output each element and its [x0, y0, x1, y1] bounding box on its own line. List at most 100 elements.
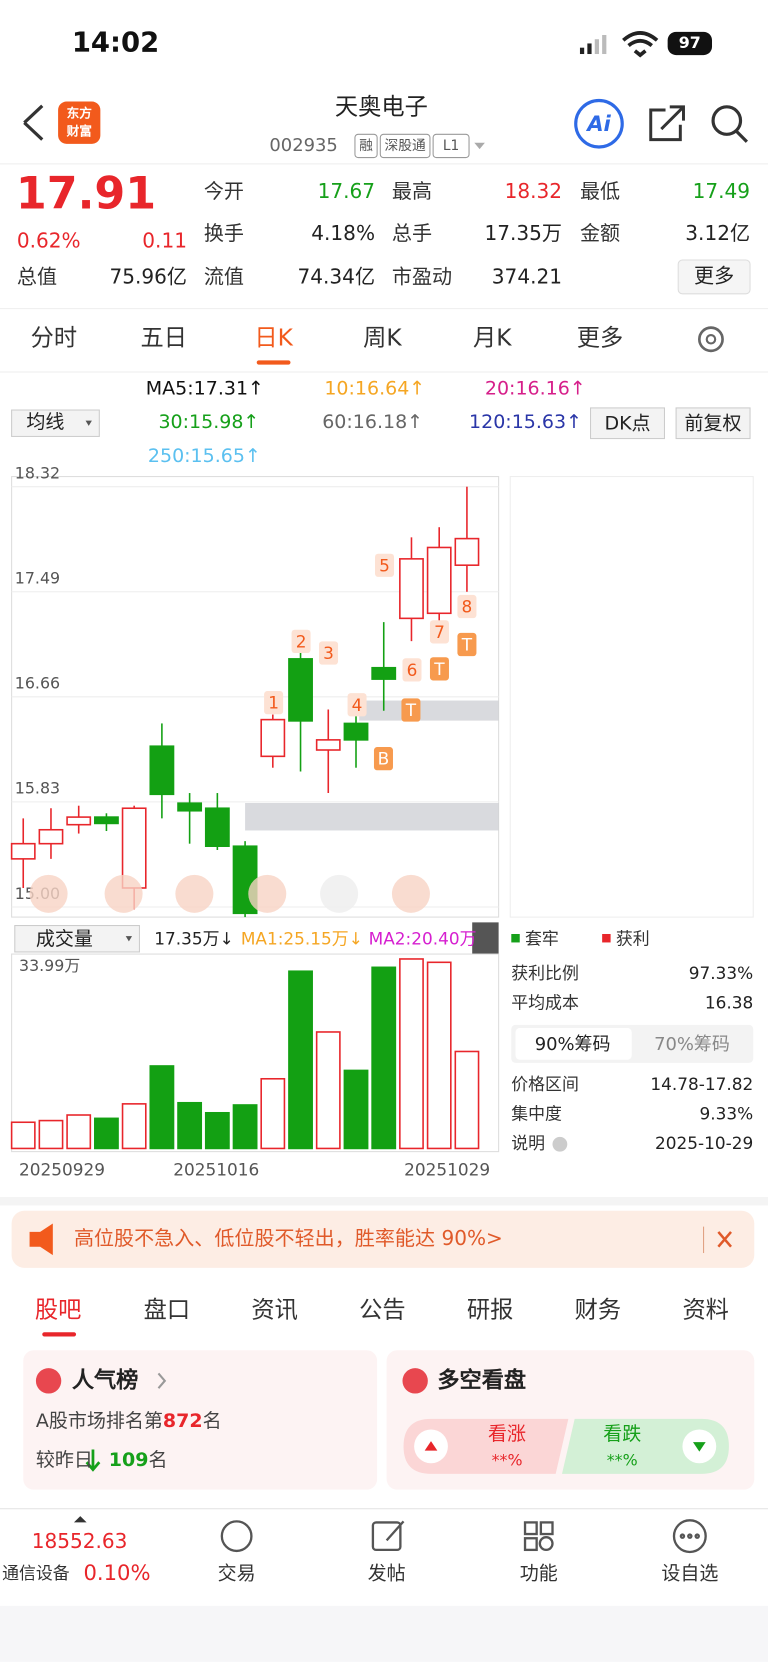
ai-button[interactable] [574, 98, 624, 149]
chip-tab[interactable]: 70%筹码 [654, 1034, 730, 1055]
volume-select[interactable] [14, 925, 140, 953]
signal-box [375, 553, 395, 577]
volume-ma1: MA1:25.15万↓ [241, 928, 363, 948]
signal-box [457, 594, 477, 619]
dk-label[interactable]: DK点 [604, 412, 650, 434]
signal-icon [579, 35, 607, 55]
signal-box [347, 693, 367, 717]
section-gap [0, 1197, 768, 1206]
period-tab[interactable]: 更多 [577, 325, 623, 352]
more-button[interactable] [677, 259, 751, 295]
volume-select-label[interactable]: 成交量 [36, 928, 93, 950]
signal-box [264, 691, 284, 715]
chart-control[interactable] [29, 874, 68, 913]
tag: 深股通 [385, 138, 426, 154]
bear-button[interactable] [562, 1418, 729, 1474]
adjust-button[interactable] [675, 407, 751, 440]
volume-bar [177, 1101, 203, 1150]
bull-button[interactable] [403, 1418, 569, 1474]
bull-value: **% [492, 1451, 523, 1470]
period-tab[interactable]: 分时 [31, 325, 77, 352]
ma-legend: MA5:17.31↑ [146, 377, 264, 399]
label: 集中度 [511, 1104, 562, 1124]
volume-max: 33.99万 [19, 956, 80, 975]
banner[interactable] [11, 1210, 755, 1268]
field-label: 流值 [204, 264, 244, 288]
active-tab-indicator [256, 360, 291, 365]
period-tab[interactable]: 日K [254, 325, 293, 352]
volume-bar [315, 1031, 341, 1150]
section-tab[interactable]: 资讯 [251, 1297, 297, 1324]
signal-box [457, 632, 477, 657]
chart-control[interactable] [248, 874, 287, 913]
chip-tab-active[interactable] [515, 1028, 632, 1060]
adjust-label[interactable]: 前复权 [685, 412, 742, 434]
section-tab[interactable]: 财务 [575, 1297, 621, 1324]
candle-body [260, 718, 286, 758]
card-title: 多空看盘 [437, 1366, 526, 1393]
period-tab[interactable]: 五日 [141, 325, 187, 352]
card-title: 人气榜 [72, 1366, 139, 1393]
signal-box [402, 658, 422, 682]
section-tab[interactable]: 公告 [359, 1297, 405, 1324]
nav-label[interactable]: 功能 [520, 1563, 558, 1585]
share-button[interactable] [649, 105, 685, 142]
field-label: 总手 [392, 221, 432, 245]
nav-icons [220, 1519, 707, 1554]
chart-control[interactable] [391, 874, 430, 913]
section-tab[interactable]: 股吧 [35, 1297, 81, 1324]
ma-legend: 250:15.65↑ [148, 445, 261, 467]
ma-legend: 60:16.18↑ [322, 411, 423, 433]
section-tab[interactable]: 研报 [467, 1297, 513, 1324]
close-banner[interactable] [717, 1231, 732, 1248]
stock-code: 002935 [269, 135, 337, 156]
app-logo [58, 101, 101, 144]
more-label[interactable]: 更多 [694, 263, 734, 287]
chevron [157, 1372, 167, 1389]
signal-box [319, 641, 339, 665]
signal-box [291, 629, 311, 653]
volume-bar [149, 1065, 175, 1150]
megaphone-icon [29, 1223, 53, 1256]
popularity-card[interactable] [23, 1350, 378, 1490]
chart-control[interactable] [104, 874, 143, 913]
volume-bar [38, 1119, 64, 1150]
chart-control[interactable] [320, 874, 359, 913]
period-tab[interactable]: 月K [473, 325, 512, 352]
bull-label: 看涨 [488, 1423, 526, 1445]
tag: L1 [443, 138, 459, 154]
candle-body [399, 558, 424, 620]
period-tab[interactable]: 周K [363, 325, 402, 352]
candle-body [94, 816, 119, 825]
text-part: A股市场排名第 [36, 1409, 163, 1431]
section-tab[interactable]: 资料 [682, 1297, 728, 1324]
candle-body [177, 802, 203, 812]
ai-label: Ai [585, 111, 611, 136]
field-value: 17.49 [693, 179, 750, 203]
field-value: 74.34亿 [298, 264, 376, 288]
nav-label[interactable]: 发帖 [368, 1563, 406, 1585]
back-button[interactable] [23, 104, 44, 141]
label: 16.38 [705, 993, 753, 1013]
section-tab[interactable]: 盘口 [144, 1297, 190, 1324]
nav-label[interactable]: 设自选 [661, 1563, 718, 1585]
field-value: 18.32 [505, 179, 562, 203]
search-button[interactable] [711, 105, 748, 143]
tag: 融 [359, 138, 373, 154]
dropdown [474, 142, 485, 150]
chip-tab[interactable]: 90%筹码 [535, 1034, 611, 1055]
banner-text[interactable]: 高位股不急入、低位股不轻出，胜率能达 90%> [74, 1226, 503, 1250]
ma-select[interactable] [11, 409, 100, 437]
nav-label[interactable]: 交易 [218, 1563, 256, 1585]
legend-label: 套牢 [525, 928, 559, 948]
chart-control[interactable] [175, 874, 214, 913]
expand-button[interactable] [472, 922, 499, 955]
dk-button[interactable] [589, 407, 666, 440]
y-tick-label: 17.49 [15, 569, 60, 588]
battery-level: 97 [679, 33, 701, 52]
ma-select-label[interactable]: 均线 [26, 411, 64, 433]
sector-name: 通信设备 [2, 1563, 70, 1583]
settings-button[interactable] [698, 326, 724, 353]
info-icon [552, 1136, 568, 1152]
signal-label: 2 [296, 631, 307, 651]
